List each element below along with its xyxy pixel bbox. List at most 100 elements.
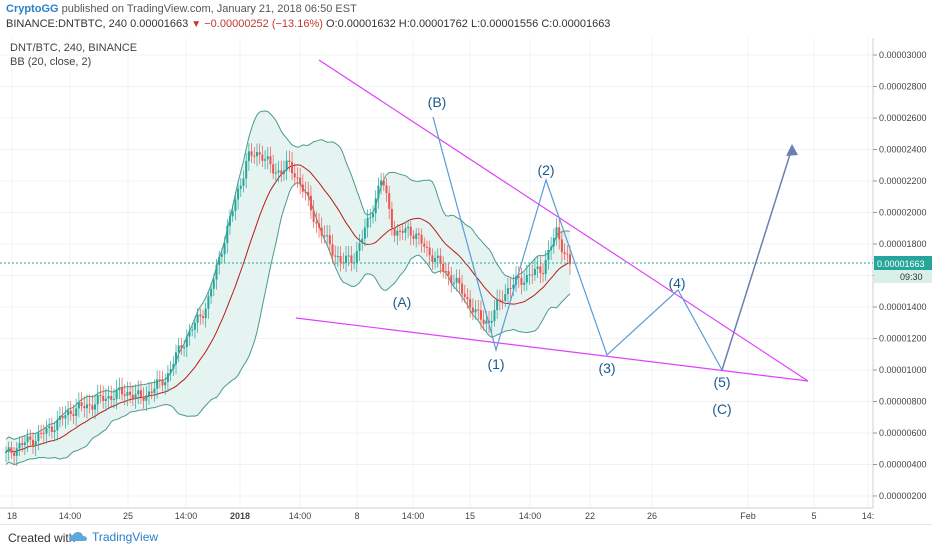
candle-body <box>385 185 388 194</box>
candle-body <box>496 299 499 311</box>
candle-body <box>220 254 223 257</box>
candle-body <box>334 255 337 257</box>
candle-body <box>280 170 283 174</box>
candle-body <box>412 235 415 239</box>
candle-body <box>115 390 118 400</box>
candle-body <box>58 416 61 420</box>
candle-body <box>31 439 34 446</box>
y-tick-label: 0.00000200 <box>879 491 927 501</box>
candlestick-series <box>5 142 571 466</box>
low-price: L:0.00001556 <box>470 18 539 30</box>
candle-body <box>555 227 558 238</box>
x-tick-label: 14:00 <box>59 511 82 521</box>
candle-body <box>531 274 534 276</box>
y-tick-label: 0.00001200 <box>879 334 927 344</box>
x-tick-label: 25 <box>123 511 133 521</box>
candle-body <box>447 271 450 276</box>
candle-body <box>301 184 304 192</box>
candle-body <box>10 447 13 453</box>
candle-body <box>434 258 437 262</box>
author-link[interactable]: CryptoGG <box>6 3 59 15</box>
y-tick-label: 0.00000800 <box>879 397 927 407</box>
candle-body <box>307 191 310 196</box>
candle-body <box>199 314 202 317</box>
candle-body <box>331 244 334 256</box>
candle-body <box>226 225 229 244</box>
candle-body <box>274 172 277 174</box>
time-axis: 18 14:00 25 14:00 2018 14:00 8 14:00 15 14:00 22 26… <box>7 511 874 521</box>
candle-body <box>396 230 399 236</box>
candle-body <box>312 210 315 222</box>
candle-body <box>88 404 91 406</box>
candle-body <box>150 391 153 394</box>
candle-body <box>94 404 97 410</box>
candle-body <box>509 288 512 290</box>
candle-body <box>258 152 261 155</box>
upper-band <box>5 110 571 440</box>
candle-body <box>355 250 358 263</box>
quote-line: BINANCE:DNTBTC, 240 0.00001663 ▼ −0.0000… <box>6 18 610 30</box>
candle-body <box>196 314 199 323</box>
wedge-upper-trendline <box>318 59 809 382</box>
candle-body <box>463 293 466 298</box>
candle-body <box>121 387 124 395</box>
publish-info: published on TradingView.com, January 21… <box>61 3 357 15</box>
candle-body <box>477 309 480 311</box>
down-arrow-icon: ▼ <box>191 19 202 30</box>
y-tick-label: 0.00002200 <box>879 176 927 186</box>
candle-body <box>223 243 226 255</box>
candle-body <box>539 266 542 274</box>
candle-body <box>164 382 167 386</box>
candle-body <box>239 185 242 189</box>
candle-body <box>48 426 51 428</box>
candle-body <box>407 226 410 229</box>
lower-band <box>5 181 571 466</box>
candle-body <box>247 151 250 161</box>
candle-body <box>37 432 40 442</box>
candle-body <box>67 410 70 416</box>
y-tick-label: 0.00001800 <box>879 239 927 249</box>
candle-body <box>420 234 423 244</box>
indicator-label[interactable]: BB (20, close, 2) <box>10 56 92 68</box>
candle-body <box>253 155 256 157</box>
candle-body <box>558 227 561 240</box>
candle-body <box>118 387 121 391</box>
candle-body <box>191 329 194 331</box>
candle-body <box>479 310 482 320</box>
candle-body <box>83 406 86 409</box>
candle-body <box>315 221 318 224</box>
candle-body <box>471 307 474 313</box>
candle-body <box>517 276 520 278</box>
projection-arrow <box>721 147 793 371</box>
candle-body <box>425 246 428 248</box>
wave-labels: (B) (A) (1) (2) (3) (4) (5) (C) <box>393 94 732 417</box>
candle-body <box>388 193 391 209</box>
candle-body <box>234 199 237 212</box>
candle-body <box>536 266 539 269</box>
candle-body <box>544 260 547 275</box>
cloud-icon <box>69 532 87 541</box>
x-tick-label: 26 <box>647 511 657 521</box>
candle-body <box>452 282 455 284</box>
tradingview-link[interactable]: TradingView <box>68 530 158 544</box>
candle-body <box>126 391 129 396</box>
price-chart[interactable]: (B) (A) (1) (2) (3) (4) (5) (C) 0.00003000 0.000… <box>0 0 932 524</box>
candle-body <box>153 388 156 394</box>
analysis-drawings[interactable] <box>295 59 809 382</box>
candle-body <box>161 379 164 386</box>
bollinger-bands <box>5 110 571 466</box>
candle-body <box>469 299 472 308</box>
candle-body <box>264 159 267 161</box>
y-tick-label: 0.00002600 <box>879 113 927 123</box>
candle-body <box>110 396 113 400</box>
candle-body <box>299 177 302 185</box>
candle-body <box>296 177 299 179</box>
candle-body <box>255 152 258 157</box>
candle-body <box>201 316 204 319</box>
candle-body <box>245 160 248 179</box>
candle-body <box>533 268 536 276</box>
chart-title: DNT/BTC, 240, BINANCE <box>10 42 138 54</box>
candle-body <box>482 319 485 324</box>
candle-body <box>228 216 231 226</box>
candle-body <box>64 415 67 419</box>
